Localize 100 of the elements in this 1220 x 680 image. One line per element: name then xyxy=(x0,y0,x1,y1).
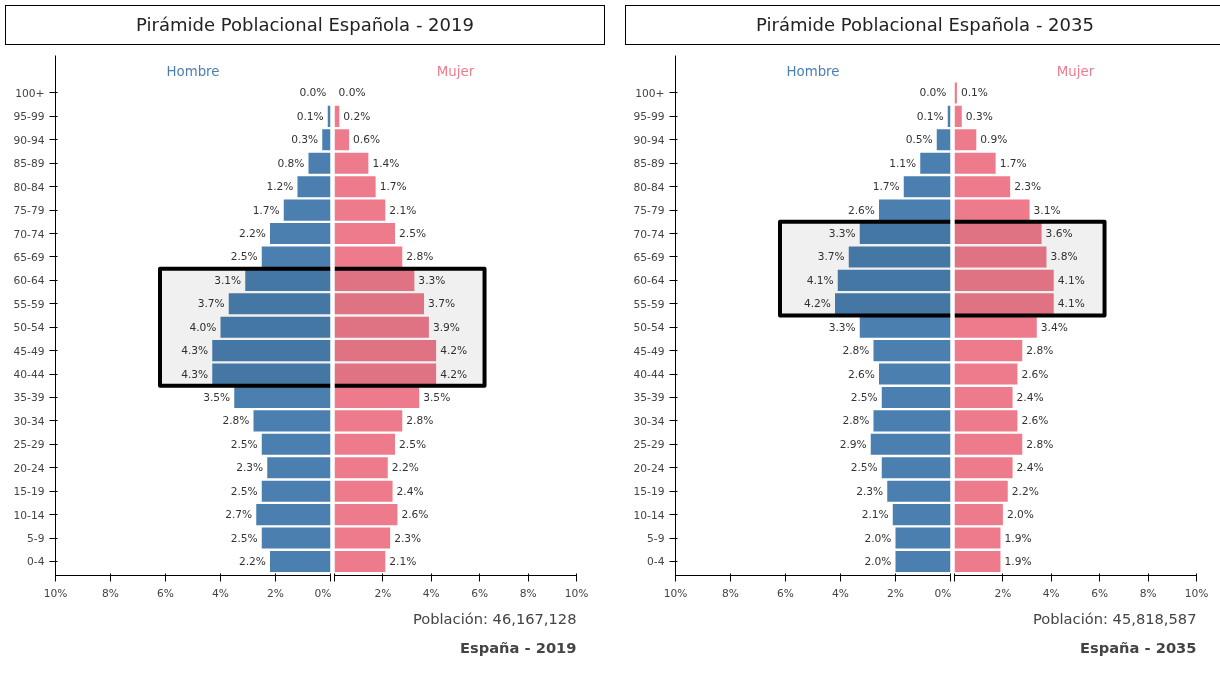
y-tick-label: 10-14 xyxy=(633,508,665,522)
text: Hombre xyxy=(786,63,840,79)
bar xyxy=(920,152,951,174)
data-label: 0.3% xyxy=(965,109,993,123)
y-tick-label: 65-69 xyxy=(633,250,665,264)
data-label: 2.6% xyxy=(401,507,429,521)
y-tick-label: 65-69 xyxy=(13,250,45,264)
x-tick-label: 10% xyxy=(43,586,68,600)
bar xyxy=(954,410,1018,432)
bar xyxy=(954,386,1013,408)
data-label: 0.8% xyxy=(277,156,305,170)
bar xyxy=(881,386,951,408)
data-label: 3.3% xyxy=(418,273,446,287)
y-tick-label: 50-54 xyxy=(13,320,45,334)
x-tick-label: 6% xyxy=(157,586,174,600)
data-label: 0.9% xyxy=(980,133,1008,147)
bar xyxy=(892,503,951,525)
x-tick-label: 10% xyxy=(564,586,589,600)
data-label: 2.6% xyxy=(1021,367,1049,381)
bar xyxy=(887,480,951,502)
data-label: 2.2% xyxy=(238,226,267,240)
x-tick-label: 2% xyxy=(887,586,904,600)
y-tick-label: 55-59 xyxy=(13,297,45,311)
data-label: 3.3% xyxy=(828,226,856,240)
bar xyxy=(954,175,1011,197)
data-label: 2.5% xyxy=(850,460,878,474)
bar xyxy=(334,152,369,174)
bar xyxy=(334,503,398,525)
chart-title: Pirámide Poblacional Española - 2019 xyxy=(136,13,474,37)
y-tick-label: 10-14 xyxy=(13,508,45,522)
bar xyxy=(954,152,996,174)
y-tick-label: 5-9 xyxy=(647,531,665,545)
y-tick-label: 40-44 xyxy=(633,367,665,381)
x-tick-label: 4% xyxy=(1042,586,1060,600)
x-tick-label: 2% xyxy=(267,586,284,600)
data-label: 2.8% xyxy=(1026,343,1054,357)
bar xyxy=(334,246,403,268)
bar xyxy=(308,152,331,174)
bar xyxy=(954,339,1023,361)
data-label: 4.2% xyxy=(440,367,468,381)
y-tick-label: 20-24 xyxy=(633,461,665,475)
bar xyxy=(334,269,415,291)
data-label: 1.7% xyxy=(999,156,1027,170)
y-tick-label: 45-49 xyxy=(13,344,45,358)
bar xyxy=(879,199,951,221)
y-tick-label: 95-99 xyxy=(633,110,665,124)
data-label: 4.3% xyxy=(181,343,209,357)
y-tick-label: 55-59 xyxy=(633,297,665,311)
data-label: 2.8% xyxy=(406,414,434,428)
data-label: 3.7% xyxy=(197,296,225,310)
data-label: 1.7% xyxy=(872,179,900,193)
bar xyxy=(334,175,376,197)
text: Hombre xyxy=(166,63,220,79)
bar xyxy=(895,550,951,572)
x-tick-label: 2% xyxy=(374,586,392,600)
bar xyxy=(334,386,420,408)
data-label: 2.0% xyxy=(1006,507,1034,521)
y-tick-label: 75-79 xyxy=(13,203,45,217)
data-label: 2.7% xyxy=(225,507,253,521)
data-label: 4.2% xyxy=(803,296,832,310)
data-label: 2.9% xyxy=(839,437,867,451)
y-tick-label: 45-49 xyxy=(633,344,665,358)
bar xyxy=(261,527,331,549)
data-label: 2.8% xyxy=(406,250,434,264)
bar xyxy=(954,456,1013,478)
bar xyxy=(879,363,951,385)
bar xyxy=(270,550,331,572)
bar xyxy=(334,316,429,338)
x-tick-label: 2% xyxy=(994,586,1012,600)
data-label: 3.8% xyxy=(1050,250,1078,264)
y-tick-label: 30-34 xyxy=(13,414,45,428)
data-label: 3.3% xyxy=(828,320,856,334)
y-tick-label: 15-19 xyxy=(13,484,45,498)
data-label: 1.7% xyxy=(252,203,280,217)
y-tick-label: 70-74 xyxy=(13,227,45,241)
x-tick-label: 8% xyxy=(1139,586,1157,600)
bar xyxy=(835,292,951,315)
y-tick-label: 100+ xyxy=(635,86,665,100)
data-label: 1.9% xyxy=(1004,531,1032,545)
data-label: 3.7% xyxy=(428,296,456,310)
data-label: 0.0% xyxy=(338,86,366,100)
data-label: 3.1% xyxy=(1033,203,1061,217)
bar xyxy=(334,410,403,432)
data-label: 2.5% xyxy=(399,226,427,240)
bar xyxy=(954,222,1042,244)
data-label: 0.1% xyxy=(960,86,988,100)
bar xyxy=(954,550,1001,572)
x-tick-label: 4% xyxy=(422,586,440,600)
bar xyxy=(334,222,395,244)
x-tick-label: 10% xyxy=(1184,586,1209,600)
data-label: 4.1% xyxy=(1057,296,1085,310)
bar xyxy=(954,480,1008,502)
text: España - 2019 xyxy=(459,638,577,656)
bar xyxy=(261,433,331,455)
data-label: 2.1% xyxy=(389,203,417,217)
bar xyxy=(334,363,437,385)
x-tick-label: 8% xyxy=(102,586,119,600)
bar xyxy=(297,175,331,197)
data-label: 2.6% xyxy=(847,203,876,217)
data-label: 2.2% xyxy=(1011,484,1039,498)
